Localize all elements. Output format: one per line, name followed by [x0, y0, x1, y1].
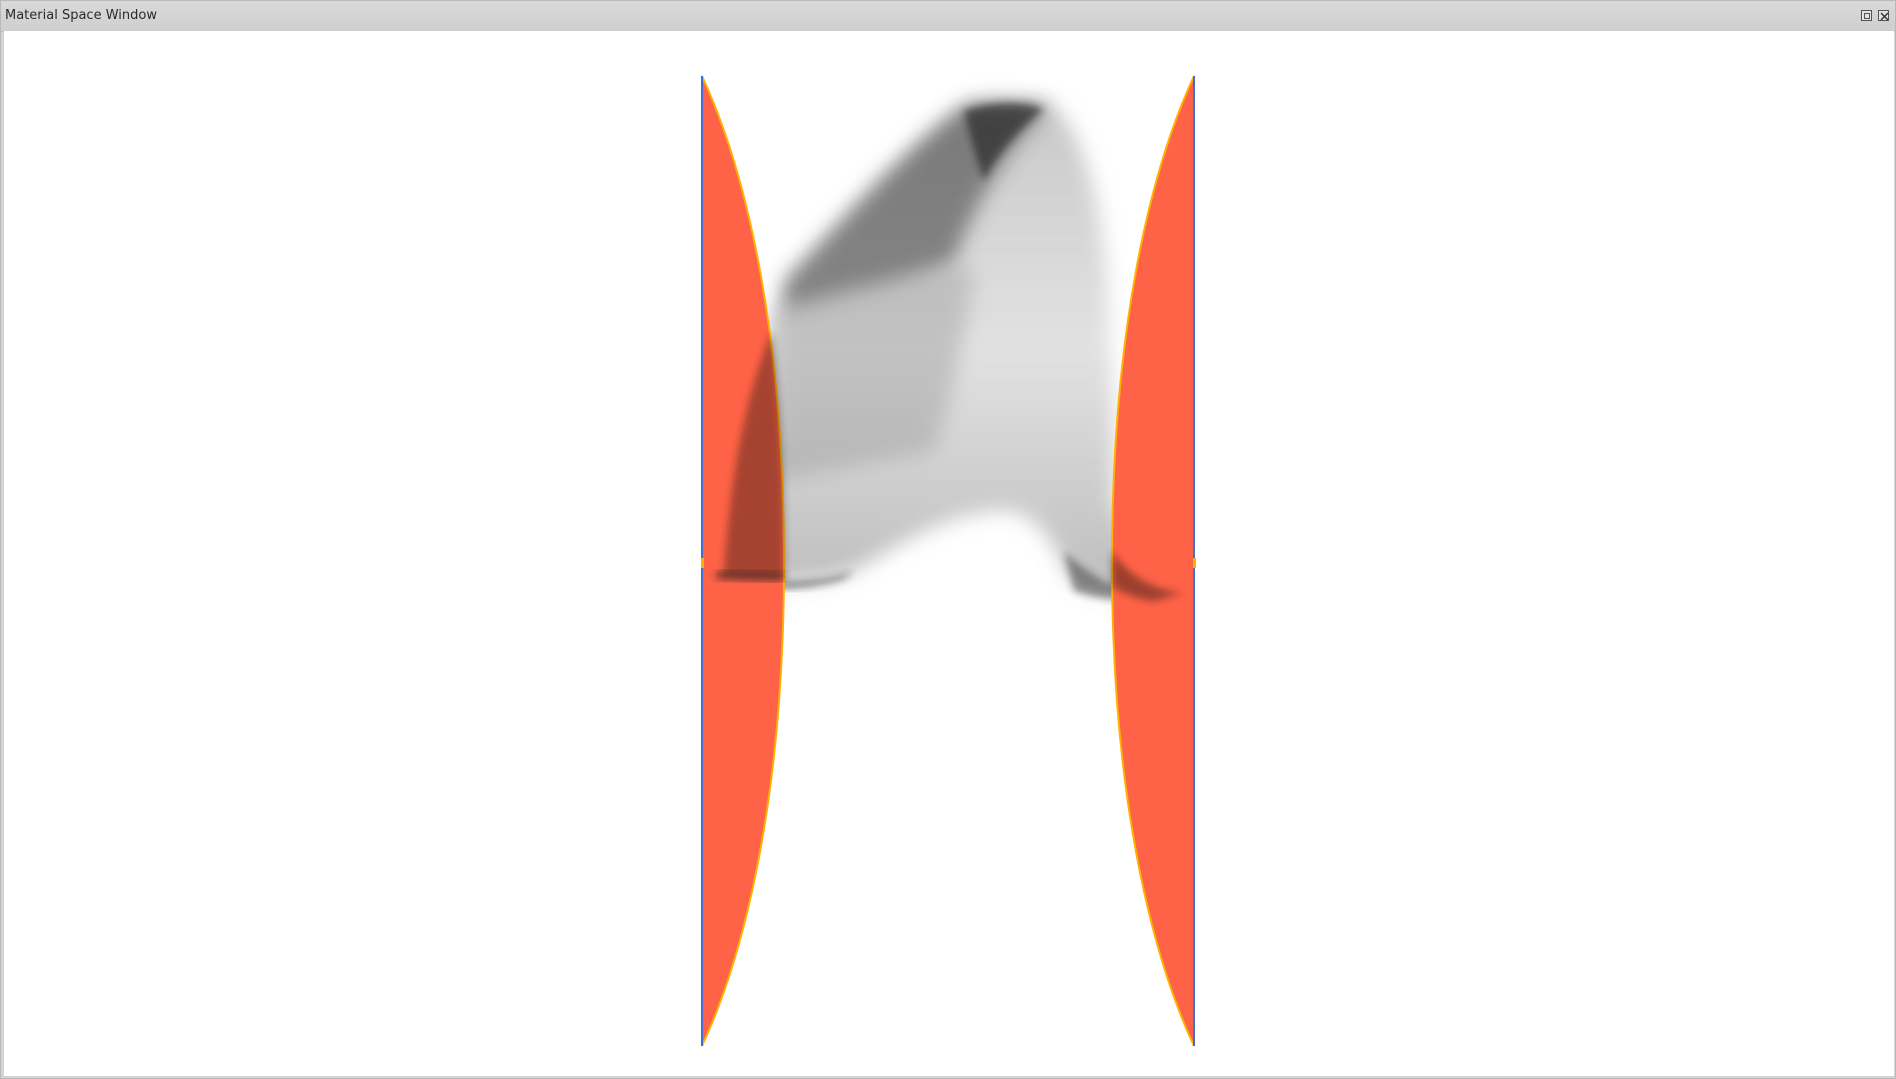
material-space-viewport[interactable] — [4, 31, 1894, 1076]
right-midline-marker — [1193, 558, 1196, 568]
material-shape — [716, 101, 1184, 601]
close-icon — [1880, 12, 1889, 21]
material-shape-overlay — [716, 331, 1184, 601]
window-title: Material Space Window — [5, 8, 157, 23]
material-space-canvas — [701, 75, 1196, 1047]
window-titlebar[interactable]: Material Space Window — [1, 1, 1895, 32]
left-midline-marker — [701, 558, 704, 568]
right-lens — [1110, 75, 1195, 1047]
close-window-button[interactable] — [1878, 10, 1889, 21]
float-window-button[interactable] — [1861, 10, 1872, 21]
